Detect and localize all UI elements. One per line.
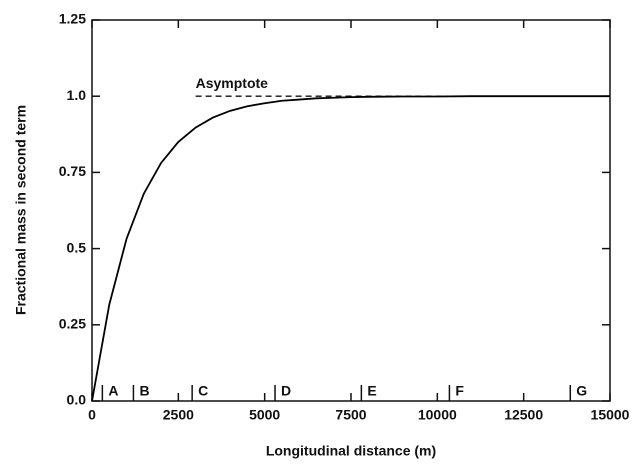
y-axis-label: Fractional mass in second term	[13, 105, 29, 315]
zone-label: B	[139, 383, 149, 399]
x-tick-label: 12500	[504, 407, 543, 423]
zone-label: E	[367, 383, 376, 399]
x-axis-label: Longitudinal distance (m)	[266, 443, 436, 459]
y-tick-label: 0.75	[59, 163, 86, 179]
zone-label: A	[108, 383, 118, 399]
zone-label: F	[455, 383, 464, 399]
y-tick-label: 0.25	[59, 316, 86, 332]
y-tick-label: 0.5	[67, 239, 87, 255]
x-tick-label: 15000	[591, 407, 630, 423]
x-tick-label: 10000	[418, 407, 457, 423]
x-tick-label: 0	[88, 407, 96, 423]
asymptote-label: Asymptote	[196, 75, 269, 91]
zone-label: D	[281, 383, 291, 399]
y-tick-label: 0.0	[67, 392, 87, 408]
y-tick-label: 1.0	[67, 87, 87, 103]
plot-frame	[91, 19, 611, 402]
x-tick-label: 5000	[249, 407, 280, 423]
data-line	[91, 95, 610, 402]
x-tick-label: 2500	[163, 407, 194, 423]
zone-label: C	[198, 383, 208, 399]
x-tick-label: 7500	[335, 407, 366, 423]
zone-label: G	[576, 383, 587, 399]
y-tick-label: 1.25	[59, 11, 86, 27]
